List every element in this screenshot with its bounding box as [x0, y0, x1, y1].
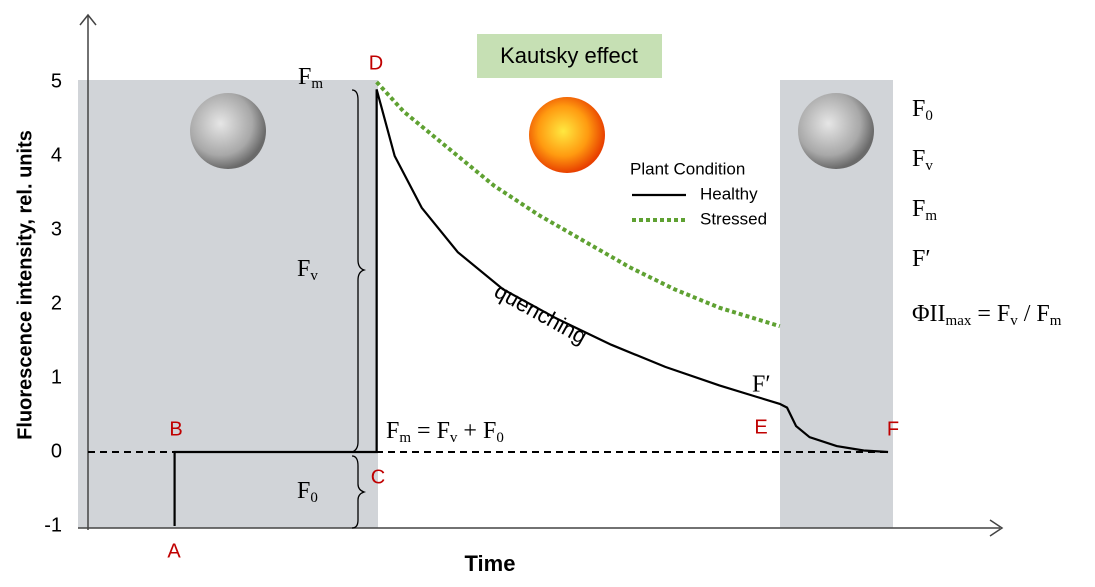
text-part: 0	[310, 490, 318, 506]
text-part: F	[386, 418, 399, 444]
definition: F0	[912, 96, 933, 125]
moon-icon	[190, 93, 266, 169]
point-label: C	[371, 466, 385, 488]
annotation: Fm	[298, 64, 323, 93]
text-part: F	[912, 146, 925, 172]
annotation: Fm = Fv + F0	[386, 418, 504, 447]
annotation: F0	[297, 478, 318, 507]
definition: F′	[912, 246, 931, 272]
text-part: v	[925, 158, 933, 174]
y-tick-label: 1	[51, 366, 62, 388]
text-part: = F	[971, 301, 1010, 327]
series-line	[173, 89, 889, 526]
y-tick-label: 5	[51, 70, 62, 92]
text-part: + F	[457, 418, 496, 444]
text-part: F	[297, 478, 310, 504]
y-axis-label: Fluorescence intensity, rel. units	[14, 130, 36, 440]
text-part: ΦII	[912, 301, 946, 327]
text-part: m	[311, 76, 323, 92]
text-part: v	[310, 268, 318, 284]
point-label: F	[887, 418, 899, 440]
y-tick-label: -1	[44, 514, 62, 536]
y-tick-label: 0	[51, 440, 62, 462]
brace	[351, 89, 367, 529]
point-label: B	[169, 418, 182, 440]
legend-label: Healthy	[700, 184, 758, 203]
moon-icon	[798, 93, 874, 169]
chart-title: Kautsky effect	[500, 43, 638, 68]
text-part: v	[1010, 313, 1018, 329]
x-axis-label: Time	[465, 551, 516, 576]
text-part: F′	[912, 246, 931, 272]
text-part: F	[912, 196, 925, 222]
text-part: 0	[925, 108, 933, 124]
text-part: = F	[411, 418, 450, 444]
legend-label: Stressed	[700, 209, 767, 228]
text-part: m	[399, 430, 411, 446]
annotation: quenching	[490, 278, 591, 349]
text-part: v	[450, 430, 458, 446]
text-part: m	[1050, 313, 1062, 329]
text-part: 0	[496, 430, 504, 446]
point-label: A	[167, 540, 181, 562]
definition: Fv	[912, 146, 933, 175]
text-part: F	[297, 256, 310, 282]
sun-icon	[529, 97, 605, 173]
definition: Fm	[912, 196, 937, 225]
y-tick-label: 4	[51, 144, 62, 166]
text-part: F	[298, 64, 311, 90]
definition: ΦIImax = Fv / Fm	[912, 301, 1062, 330]
text-part: / F	[1018, 301, 1050, 327]
annotation: Fv	[297, 256, 318, 285]
text-part: F	[912, 96, 925, 122]
legend-title: Plant Condition	[630, 159, 745, 178]
y-tick-label: 2	[51, 292, 62, 314]
axes	[78, 13, 1004, 537]
text-part: max	[946, 313, 972, 329]
text-part: m	[925, 208, 937, 224]
title-box	[477, 34, 662, 78]
point-label: E	[754, 416, 767, 438]
annotation: F′	[752, 372, 771, 398]
y-tick-label: 3	[51, 218, 62, 240]
point-label: D	[369, 52, 383, 74]
